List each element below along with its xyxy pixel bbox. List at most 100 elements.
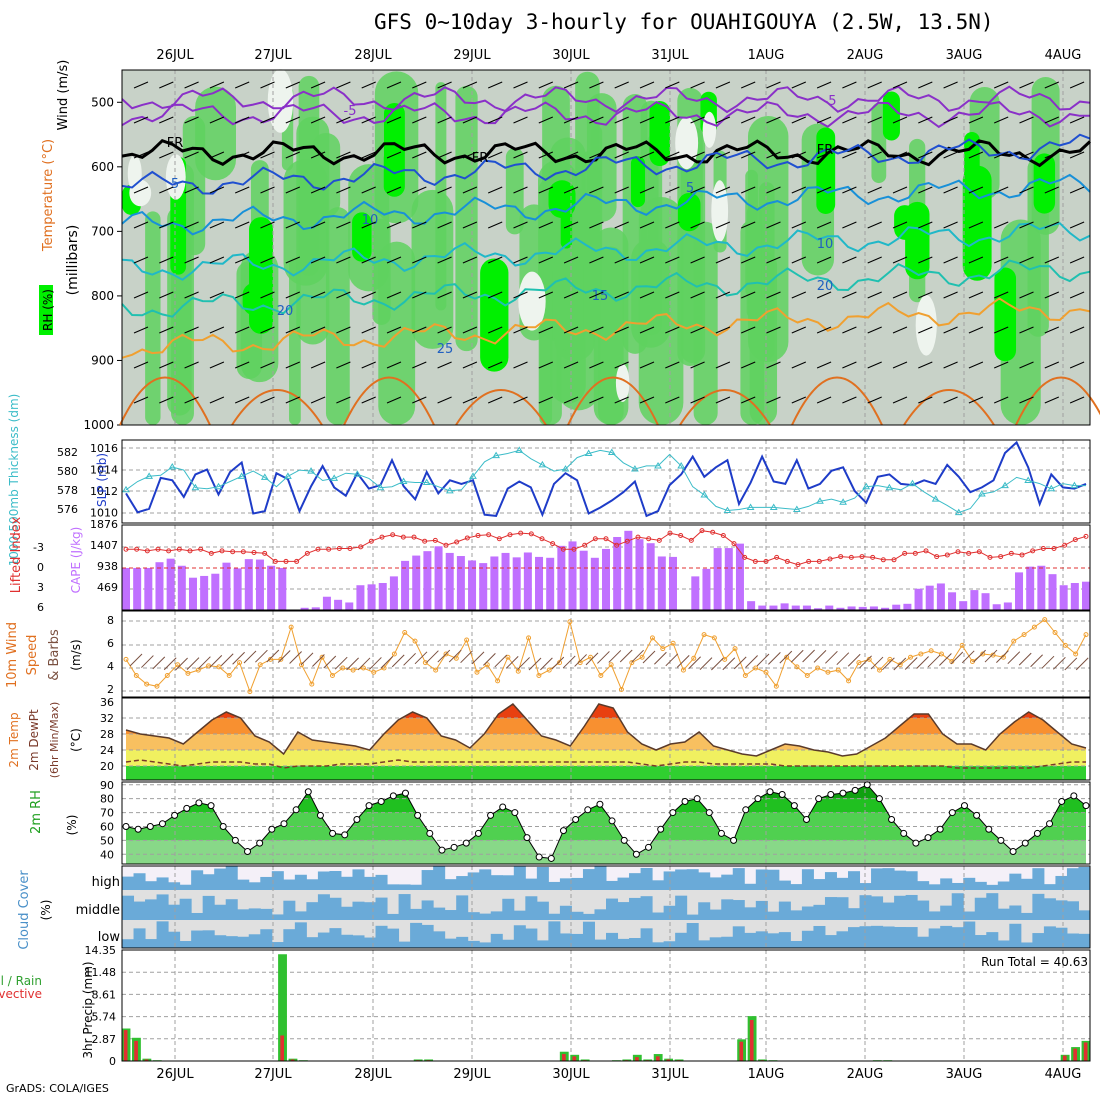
cape-bar [155,562,164,610]
rh-core-10 [649,100,670,167]
thickness-point [677,461,686,469]
cloud-high-bar [271,871,284,890]
slp-frame [121,439,1091,524]
cloud-middle-bar [490,911,503,920]
cloud-high-bar [824,872,837,890]
rh-band-44 [638,197,684,425]
upper-wind-barb [791,221,806,229]
cape-bar [222,562,231,610]
wind-barb [152,656,166,670]
li-point [592,536,598,542]
cloud-low-bar [1032,933,1045,948]
upper-wind-barb [538,186,553,194]
wind-speed-point [257,662,263,668]
upper-wind-barb [842,151,857,159]
upper-wind-barb [285,81,300,89]
li-point [144,548,150,554]
wind-speed-point [247,689,253,695]
wind-barb [1041,655,1055,669]
wind-barb [220,653,234,667]
wind-speed-point [732,646,738,652]
rh-point [207,802,215,810]
cloud-low-bar [767,933,780,948]
thickness-tick-1: 580 [57,465,78,478]
li-point [784,558,790,564]
upper-wind-barb [690,186,705,194]
cloud-high-bar [974,881,987,890]
cloud-low-bar [629,938,642,948]
upper-wind-barb [209,186,225,194]
li-point [880,557,886,563]
cape-bar [300,607,309,610]
wind-speed-point [412,638,418,644]
rh-tick-1: 80 [100,793,114,806]
cape-bar [557,545,566,610]
cloud-level-middle: middle [76,903,120,918]
cloud-high-bar [675,869,688,890]
cape-bar [858,606,867,610]
cloud-high-bar [963,877,976,890]
upper-wind-barb [943,81,958,89]
precip-conv-bar [562,1054,566,1061]
wind-speed-point [887,656,893,662]
wind-speed-point [526,635,532,641]
upper-wind-barb [715,221,731,229]
wind-speed-point [773,683,779,689]
upper-wind-barb [943,186,958,194]
thickness-point [654,461,662,469]
cloud-low-bar [375,925,388,948]
cape-bar [490,556,499,610]
cloud-middle-bar [755,900,768,920]
cloud-middle-bar [410,908,423,920]
precip-conv-bar [635,1057,639,1061]
cape-bar [992,604,1001,610]
thickness-tick-2: 578 [57,484,78,497]
cloud-low-bar [997,940,1010,948]
cloud-low-bar [824,935,837,948]
upper-wind-barb [361,256,376,264]
cape-bar [925,585,934,610]
upper-wind-barb [994,361,1009,369]
warm-hump-3 [455,389,547,426]
upper-wind-barb [184,116,199,124]
wind-barb [266,649,280,663]
upper-wind-barb [639,396,655,404]
cloud-low-bar [617,938,630,948]
rh-band-49 [746,205,762,320]
cloud-low-bar [467,940,480,948]
wind-barb [1064,657,1078,671]
cape-bar [590,557,599,610]
top-date-label-5: 31JUL [651,48,689,63]
wind-barb [631,649,644,663]
rh-point [875,795,883,803]
cloud-low-bar [859,926,872,948]
wind-barb [711,657,724,671]
wind-barb [186,657,200,670]
upper-wind-barb [614,291,629,299]
upper-wind-barb [386,326,402,334]
cloud-middle-bar [997,908,1010,920]
wind-speed-point [763,669,769,675]
wind-speed-point [846,678,852,684]
cloud-middle-bar [778,901,791,920]
upper-wind-barb [412,151,427,159]
upper-wind-barb [159,326,174,334]
thickness-point [607,448,616,455]
li-point [966,550,972,556]
thickness-point [284,472,292,479]
upper-wind-barb [715,116,731,124]
upper-wind-barb [867,116,882,124]
upper-wind-barb [513,291,528,299]
cloud-low-bar [421,924,434,948]
wind-frame [121,610,1091,698]
cape-bar [267,565,276,610]
top-date-label-3: 29JUL [453,48,491,63]
rh-label-1: 2m RH [29,790,44,834]
upper-wind-barb [1019,256,1034,264]
cloud-low-bar [479,942,492,948]
upper-wind-barb [159,291,174,299]
upper-wind-barb [968,326,984,334]
cloud-high-bar [629,873,642,890]
rh-point [134,825,142,833]
cloud-middle-bar [156,894,169,920]
